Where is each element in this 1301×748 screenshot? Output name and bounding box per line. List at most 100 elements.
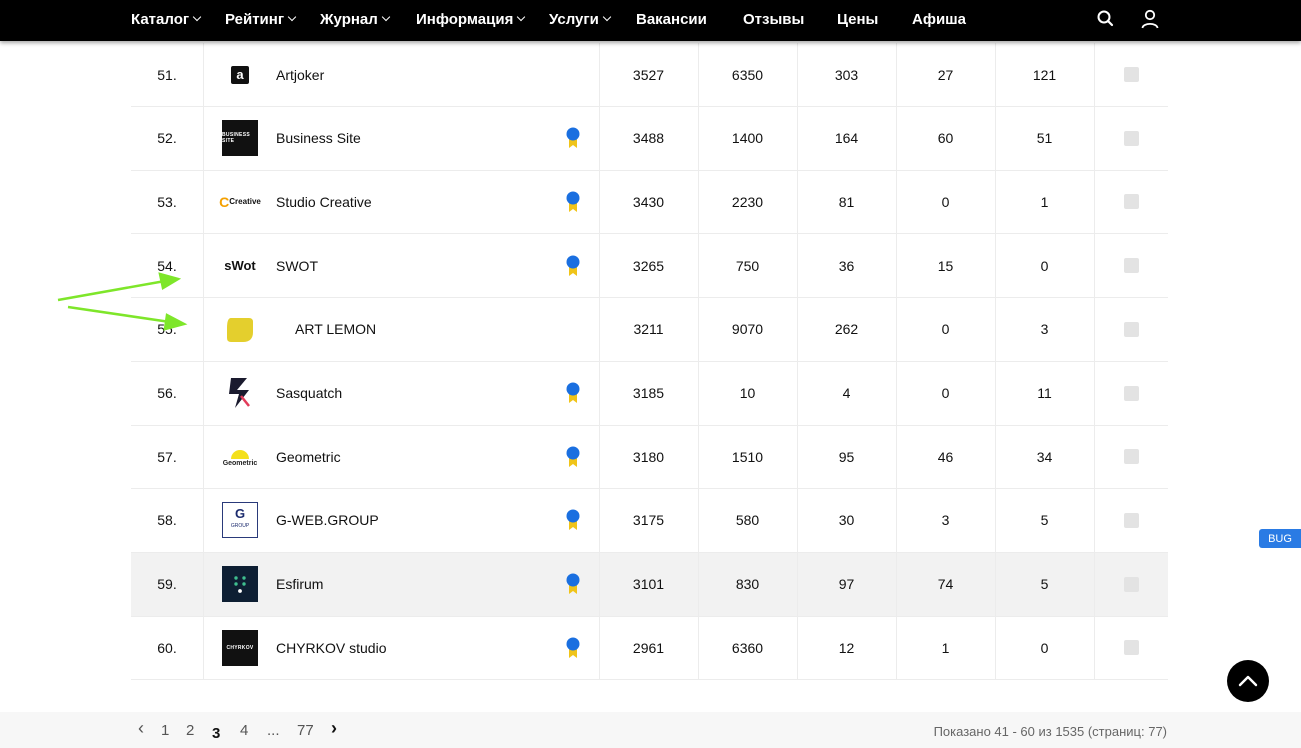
company-name-link[interactable]: Studio Creative <box>276 193 372 210</box>
logo-mark: a <box>231 65 249 84</box>
verified-badge <box>564 553 582 616</box>
rank-number: 53. <box>157 193 177 210</box>
stat-value: 27 <box>937 66 954 83</box>
nav-item-1[interactable]: Рейтинг <box>225 0 297 38</box>
chevron-down-icon <box>287 12 297 22</box>
pagination-prev[interactable]: ‹ <box>138 718 144 738</box>
company-logo[interactable]: G GROUP <box>222 489 258 552</box>
company-name-link[interactable]: G-WEB.GROUP <box>276 512 379 529</box>
compare-checkbox-cell <box>1123 298 1139 361</box>
company-name-link[interactable]: SWOT <box>276 257 318 274</box>
stat-value: 3430 <box>632 193 665 210</box>
stat-value: 3180 <box>632 448 665 465</box>
company-name-link[interactable]: Esfirum <box>276 576 324 593</box>
nav-item-2[interactable]: Журнал <box>320 0 391 38</box>
company-logo[interactable]: CHYRKOV <box>222 616 258 679</box>
pagination-current-page[interactable]: 3 <box>212 725 221 742</box>
pagination-next[interactable]: › <box>331 718 337 738</box>
nav-item-5[interactable]: Вакансии <box>636 0 707 38</box>
stat-value: 1400 <box>731 130 764 147</box>
stat-value: 0 <box>941 385 950 401</box>
compare-checkbox[interactable] <box>1123 449 1139 465</box>
compare-checkbox[interactable] <box>1123 640 1139 656</box>
nav-item-0[interactable]: Каталог <box>131 0 202 38</box>
table-row[interactable]: 53. C Creative Studio Creative 3430 2230 81 0 1 <box>131 170 1168 235</box>
nav-item-8[interactable]: Афиша <box>912 0 966 38</box>
rank-number: 51. <box>157 66 177 83</box>
company-name-link[interactable]: Business Site <box>276 130 361 147</box>
compare-checkbox-cell <box>1123 107 1139 170</box>
company-name-link[interactable]: Geometric <box>276 448 341 465</box>
company-logo[interactable] <box>222 298 258 361</box>
rank-number: 52. <box>157 130 177 147</box>
compare-checkbox-cell <box>1123 170 1139 233</box>
company-logo[interactable]: a <box>222 43 258 106</box>
bug-report-button[interactable]: BUG <box>1259 529 1301 548</box>
pagination-page[interactable]: 77 <box>297 722 314 739</box>
nav-item-7[interactable]: Цены <box>837 0 878 38</box>
company-logo[interactable] <box>222 362 258 425</box>
search-icon[interactable] <box>1096 9 1116 29</box>
pagination-page[interactable]: 1 <box>161 722 170 739</box>
table-row[interactable]: 54. sWot SWOT 3265 750 36 15 0 <box>131 234 1168 299</box>
table-row[interactable]: 58. G GROUP G-WEB.GROUP 3175 580 30 3 5 <box>131 489 1168 553</box>
stat-value: 81 <box>838 193 855 210</box>
nav-item-4[interactable]: Услуги <box>549 0 612 38</box>
verified-badge <box>564 362 582 425</box>
stat-value: 5 <box>1040 576 1049 593</box>
table-row[interactable]: 59. Esfirum 3101 830 97 74 5 <box>131 552 1168 617</box>
stat-value: 121 <box>1032 66 1057 83</box>
company-logo[interactable]: BUSINESS SITE <box>222 107 258 170</box>
table-row[interactable]: 55. ART LEMON 3211 9070 262 0 3 <box>131 298 1168 362</box>
sun-icon <box>231 450 249 460</box>
table-row[interactable]: 57. Geometric Geometric 3180 1510 95 46 34 <box>131 425 1168 490</box>
nav-item-label: Каталог <box>131 10 190 28</box>
stat-value: 10 <box>739 385 756 401</box>
table-row[interactable]: 60. CHYRKOV CHYRKOV studio 2961 6360 12 1 0 <box>131 616 1168 681</box>
column-divider <box>797 43 798 680</box>
pagination-page[interactable]: 2 <box>186 722 195 739</box>
company-logo[interactable]: C Creative <box>219 170 261 233</box>
table-row[interactable]: 51. a Artjoker 3527 6350 303 27 121 <box>131 43 1168 107</box>
scroll-to-top-button[interactable] <box>1227 660 1269 702</box>
compare-checkbox[interactable] <box>1123 194 1139 210</box>
compare-checkbox[interactable] <box>1123 321 1139 337</box>
stat-value: 11 <box>1037 385 1052 401</box>
stat-value: 60 <box>937 130 954 147</box>
top-navigation: Каталог Рейтинг Журнал Информация Услуги Вака… <box>0 0 1301 41</box>
compare-checkbox-cell <box>1123 616 1139 679</box>
stat-value: 0 <box>1040 257 1049 274</box>
award-badge-icon <box>566 255 580 276</box>
compare-checkbox[interactable] <box>1123 130 1139 146</box>
compare-checkbox[interactable] <box>1123 576 1139 592</box>
nav-item-label: Цены <box>837 10 879 28</box>
company-logo[interactable]: Geometric <box>222 425 258 488</box>
user-icon[interactable] <box>1140 9 1160 29</box>
award-badge-icon <box>566 191 580 212</box>
rank-number: 58. <box>157 512 177 529</box>
award-badge-icon <box>566 446 580 467</box>
stat-value: 9070 <box>731 321 764 338</box>
company-logo[interactable] <box>222 553 258 616</box>
pagination-page[interactable]: 4 <box>240 722 249 739</box>
company-logo[interactable]: sWot <box>222 234 258 297</box>
nav-item-6[interactable]: Отзывы <box>743 0 804 38</box>
company-name-link[interactable]: Sasquatch <box>276 385 343 401</box>
stat-value: 12 <box>838 639 855 656</box>
company-name-link[interactable]: CHYRKOV studio <box>276 639 387 656</box>
compare-checkbox[interactable] <box>1123 258 1139 274</box>
logo-mark: CHYRKOV <box>222 629 258 666</box>
stat-value: 6350 <box>731 66 764 83</box>
compare-checkbox[interactable] <box>1123 512 1139 528</box>
compare-checkbox[interactable] <box>1123 67 1139 82</box>
stat-value: 2230 <box>731 193 764 210</box>
company-name-link[interactable]: ART LEMON <box>295 321 377 338</box>
compare-checkbox-cell <box>1123 489 1139 552</box>
table-row[interactable]: 52. BUSINESS SITE Business Site 3488 1400 164… <box>131 107 1168 171</box>
table-row[interactable]: 56. Sasquatch 3185 10 4 0 11 <box>131 362 1168 426</box>
rank-number: 59. <box>157 576 177 593</box>
company-name-link[interactable]: Artjoker <box>276 66 325 83</box>
stat-value: 3527 <box>632 66 665 83</box>
compare-checkbox[interactable] <box>1123 385 1139 401</box>
nav-item-3[interactable]: Информация <box>416 0 526 38</box>
